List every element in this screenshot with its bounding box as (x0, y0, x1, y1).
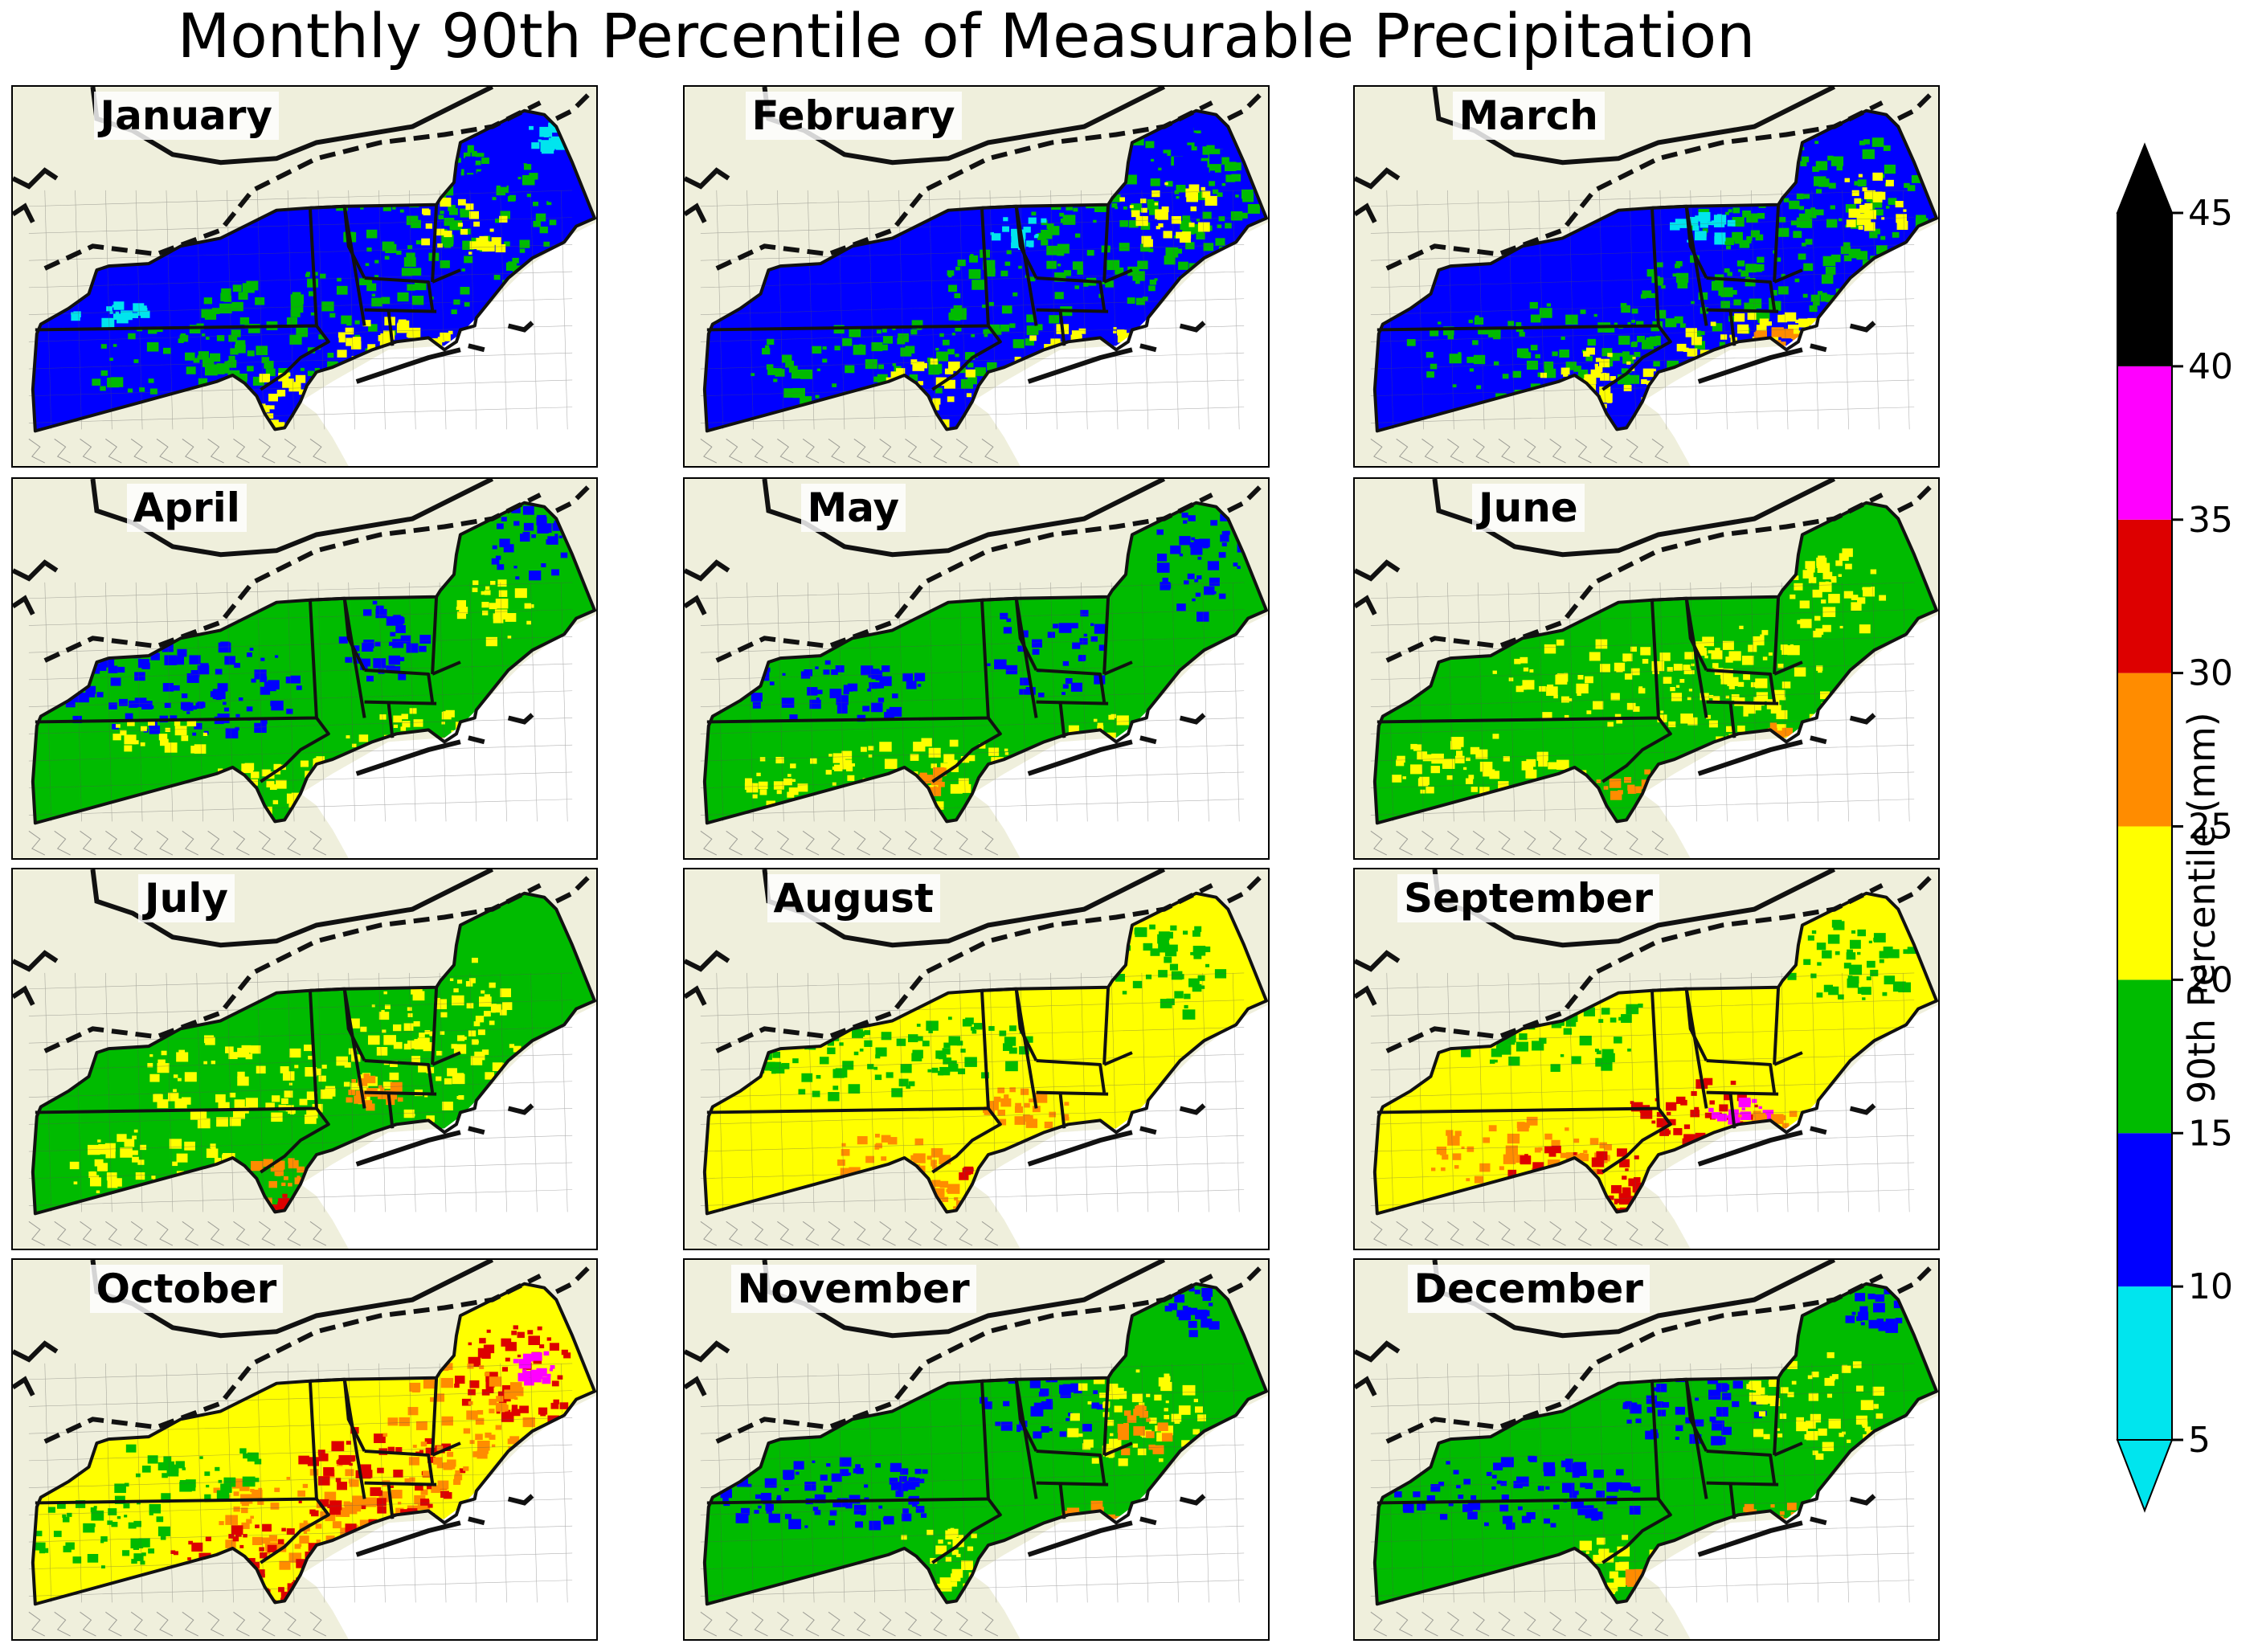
international-border (1385, 875, 1933, 1053)
colorbar-tick-label: 45 (2188, 193, 2233, 234)
colorbar-bin-30-35 (2117, 519, 2172, 673)
state-borders (702, 1282, 1268, 1606)
colorbar-bin-15-20 (2117, 979, 2172, 1134)
map-panel-january: January (11, 85, 598, 468)
panel-title: November (730, 1265, 976, 1313)
colorbar-bin-25-30 (2117, 673, 2172, 827)
colorbar-label: 90th Percentile (mm) (2180, 712, 2223, 1104)
panel-title: August (767, 874, 940, 922)
state-borders (31, 1282, 596, 1606)
colorbar-bin-10-15 (2117, 1133, 2172, 1287)
coastline (1355, 87, 1876, 384)
international-border (43, 875, 591, 1053)
international-border (1385, 92, 1933, 271)
map-panel-june: June (1353, 477, 1940, 860)
international-border (43, 485, 591, 663)
state-borders (31, 108, 596, 433)
precip-map (13, 869, 596, 1249)
precip-map (13, 1260, 596, 1639)
state-borders (31, 891, 596, 1216)
panel-title: May (800, 484, 906, 532)
panel-title: February (745, 92, 962, 140)
international-border (715, 1266, 1262, 1444)
precip-map (685, 87, 1268, 466)
map-panel-august: August (683, 868, 1270, 1250)
colorbar-tick-label: 35 (2188, 500, 2233, 541)
panel-title: December (1407, 1265, 1650, 1313)
colorbar-tick-label: 20 (2188, 959, 2233, 1000)
state-borders (1372, 891, 1938, 1216)
international-border (1385, 485, 1933, 663)
colorbar: 5 10 15 20 25 30 35 40 45 (2105, 142, 2262, 1513)
precip-map (1355, 1260, 1938, 1639)
precip-map (685, 479, 1268, 858)
state-borders (702, 501, 1268, 825)
colorbar-tick-label: 10 (2188, 1266, 2233, 1307)
precip-map (13, 479, 596, 858)
colorbar-extend-high (2116, 142, 2174, 214)
panel-title: June (1472, 484, 1585, 532)
state-borders (702, 108, 1268, 433)
map-panel-may: May (683, 477, 1270, 860)
colorbar-bin-40-45 (2117, 213, 2172, 366)
colorbar-tick-label: 40 (2188, 346, 2233, 387)
colorbar-bin-20-25 (2117, 826, 2172, 980)
coastline (13, 869, 534, 1167)
panel-title: July (138, 874, 235, 922)
coastline (13, 479, 534, 776)
map-panel-october: October (11, 1258, 598, 1641)
map-panel-april: April (11, 477, 598, 860)
state-borders (31, 501, 596, 825)
colorbar-tick-label: 30 (2188, 653, 2233, 694)
panel-title: January (93, 92, 280, 140)
colorbar-tick-label: 5 (2188, 1420, 2211, 1461)
map-panel-february: February (683, 85, 1270, 468)
coastline (1355, 479, 1876, 776)
precip-map (1355, 869, 1938, 1249)
precip-map (1355, 87, 1938, 466)
international-border (1385, 1266, 1933, 1444)
international-border (43, 92, 591, 271)
map-panel-december: December (1353, 1258, 1940, 1641)
precip-map (685, 869, 1268, 1249)
page-title: Monthly 90th Percentile of Measurable Pr… (177, 0, 1756, 72)
colorbar-graphic: 5 10 15 20 25 30 35 40 45 (2116, 142, 2233, 1513)
panel-title: September (1397, 874, 1659, 922)
state-borders (1372, 1282, 1938, 1606)
precip-map (13, 87, 596, 466)
map-panel-march: March (1353, 85, 1940, 468)
colorbar-bin-5-10 (2117, 1286, 2172, 1440)
state-borders (702, 891, 1268, 1216)
panel-title: March (1452, 92, 1605, 140)
panel-title: October (89, 1265, 284, 1313)
colorbar-extend-low (2116, 1439, 2174, 1513)
colorbar-tick-label: 15 (2188, 1113, 2233, 1154)
international-border (715, 92, 1262, 271)
precip-map (1355, 479, 1938, 858)
state-borders (1372, 108, 1938, 433)
international-border (43, 1266, 591, 1444)
international-border (715, 485, 1262, 663)
state-borders (1372, 501, 1938, 825)
coastline (685, 479, 1206, 776)
map-panel-november: November (683, 1258, 1270, 1641)
precip-map (685, 1260, 1268, 1639)
international-border (715, 875, 1262, 1053)
colorbar-bin-35-40 (2117, 366, 2172, 520)
map-panel-july: July (11, 868, 598, 1250)
colorbar-tick-label: 25 (2188, 807, 2233, 848)
map-panel-september: September (1353, 868, 1940, 1250)
panel-title: April (126, 484, 247, 532)
